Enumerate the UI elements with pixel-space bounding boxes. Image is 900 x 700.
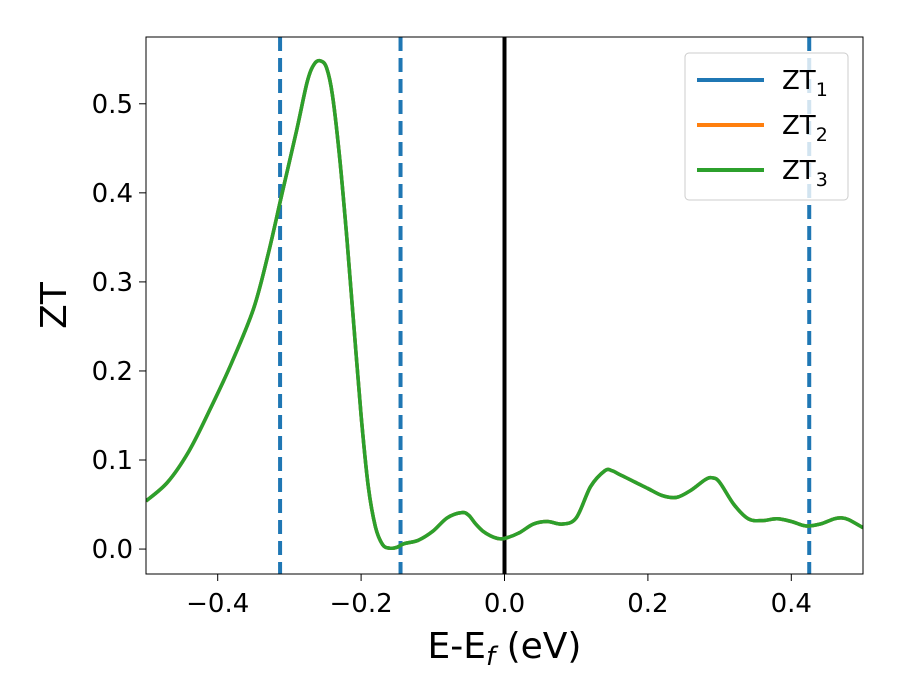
x-tick-label: 0.4 [771, 589, 812, 619]
y-axis: 0.0 0.1 0.2 0.3 0.4 0.5 [92, 90, 146, 565]
legend: ZT1 ZT2 ZT3 [684, 52, 849, 201]
x-axis: −0.4 −0.2 0.0 0.2 0.4 [186, 574, 812, 619]
x-tick-label: −0.2 [330, 589, 393, 619]
y-tick-label: 0.5 [92, 90, 133, 120]
y-tick-label: 0.0 [92, 535, 133, 565]
x-tick-label: −0.4 [186, 589, 249, 619]
series-lines [146, 58, 863, 551]
y-tick-label: 0.3 [92, 268, 133, 298]
x-tick-label: 0.2 [627, 589, 668, 619]
x-axis-label-main: E-E [428, 626, 486, 667]
y-axis-label: ZT [34, 281, 75, 329]
legend-items: ZT1 ZT2 ZT3 [697, 66, 828, 191]
y-tick-label: 0.2 [92, 357, 133, 387]
series-line-3 [146, 58, 863, 551]
y-tick-label: 0.4 [92, 179, 133, 209]
legend-label-1: ZT1 [782, 66, 828, 101]
x-axis-label-unit: (eV) [495, 626, 581, 667]
x-axis-label: E-Ef (eV) [428, 626, 582, 672]
legend-label-3: ZT3 [782, 156, 828, 191]
x-tick-label: 0.0 [484, 589, 525, 619]
legend-label-2: ZT2 [782, 111, 828, 146]
legend-box [684, 52, 849, 201]
y-tick-label: 0.1 [92, 446, 133, 476]
